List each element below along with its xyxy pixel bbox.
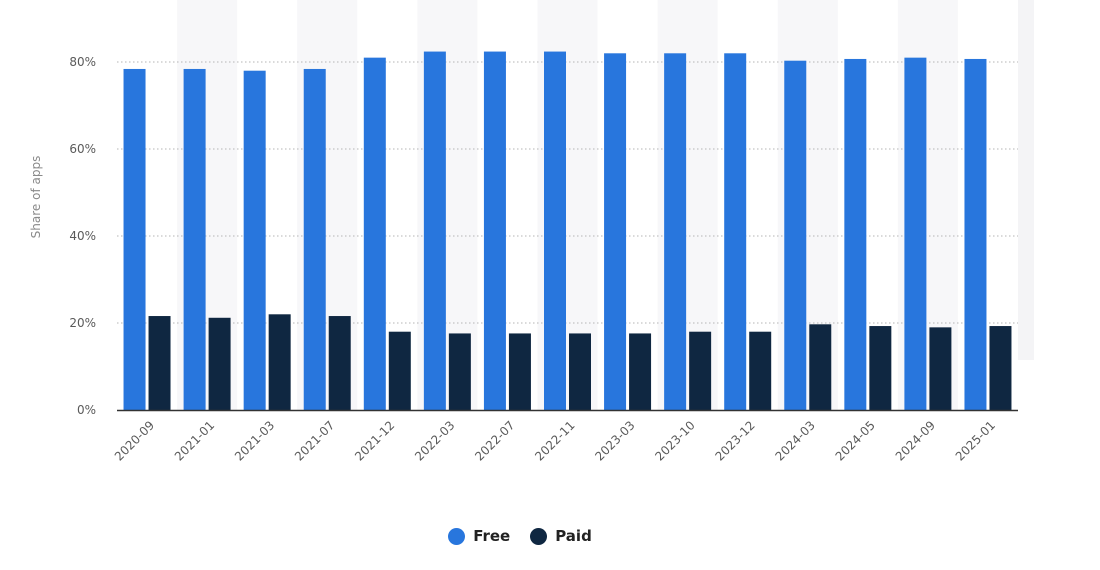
bar-paid [508,333,531,410]
bar-free [483,51,506,411]
x-tick-label: 2024-05 [833,418,878,463]
bar-free [784,60,807,410]
bar-paid [689,331,712,410]
x-tick-label: 2025-01 [953,418,998,463]
bar-free [664,53,687,411]
bar-paid [989,326,1012,410]
x-tick-label: 2024-09 [893,418,938,463]
bar-free [423,51,446,411]
x-tick-label: 2023-10 [652,418,697,463]
bar-paid [809,324,832,410]
bar-paid [268,314,291,410]
x-tick-label: 2022-11 [532,418,577,463]
y-tick-label: 20% [69,316,96,330]
x-tick-label: 2024-03 [773,418,818,463]
y-tick-label: 0% [77,403,96,417]
legend-swatch-free [448,527,466,545]
legend-item-free[interactable]: Free [448,527,510,545]
bar-free [844,58,867,410]
bar-free [303,68,326,411]
x-tick-label: 2021-03 [232,418,277,463]
bar-paid [388,331,411,410]
bar-paid [208,317,231,410]
y-tick-label: 60% [69,142,96,156]
x-tick-label: 2023-03 [592,418,637,463]
x-tick-label: 2020-09 [112,418,157,463]
x-tick-label: 2022-07 [472,418,517,463]
bars [123,51,1012,411]
bar-free [724,53,747,411]
bar-paid [569,333,591,410]
y-axis-title: Share of apps [29,156,43,239]
legend-label-free: Free [473,527,511,545]
bar-free [183,68,206,411]
x-tick-label: 2021-12 [352,418,397,463]
bar-paid [148,316,171,410]
right-edge-band [1018,0,1034,360]
bar-free [363,57,386,411]
bar-free [123,68,146,411]
bar-paid [629,333,652,410]
x-tick-label: 2021-01 [172,418,217,463]
bar-paid [448,333,471,410]
bar-paid [749,331,772,410]
bar-paid [328,316,351,410]
bar-free [243,70,266,410]
bar-free [544,51,566,411]
legend: Free Paid [0,527,1040,545]
y-tick-label: 80% [69,55,96,69]
bar-free [904,57,927,411]
y-tick-label: 40% [69,229,96,243]
legend-swatch-paid [530,527,548,545]
x-tick-label: 2023-12 [712,418,757,463]
legend-label-paid: Paid [555,527,592,545]
x-tick-label: 2021-07 [292,418,337,463]
bar-free [604,53,627,411]
bar-paid [869,326,892,410]
bar-chart: 0% 20% 40% 60% 80% Share of apps 2020-09 2021-0… [29,0,1034,464]
legend-item-paid[interactable]: Paid [530,527,592,545]
x-tick-label: 2022-03 [412,418,457,463]
bar-free [964,58,987,410]
bar-paid [929,327,952,410]
